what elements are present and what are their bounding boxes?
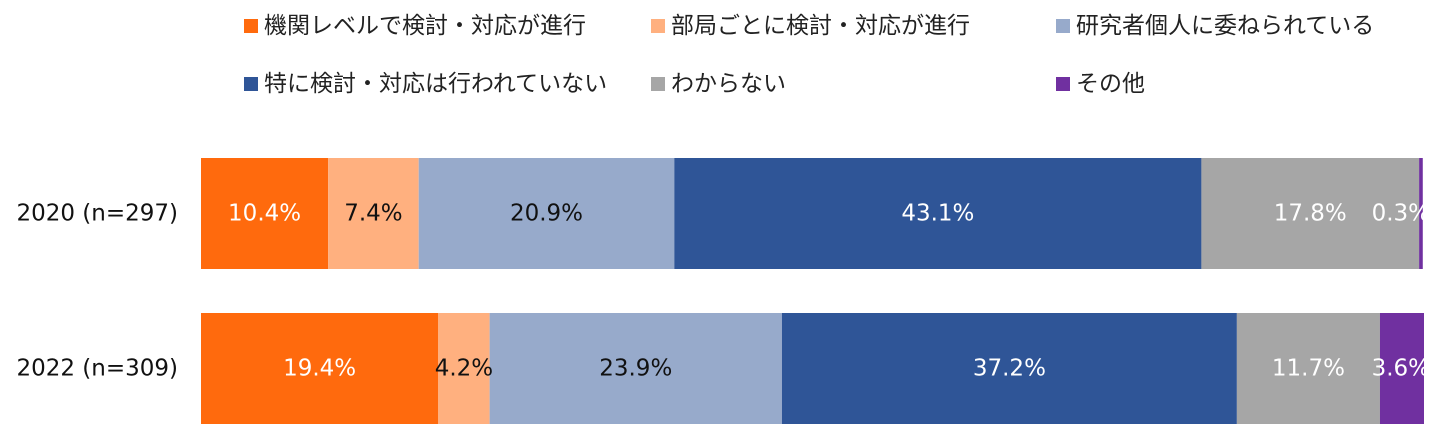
chart-legend: 機関レベルで検討・対応が進行 部局ごとに検討・対応が進行 研究者個人に委ねられている…: [244, 13, 1374, 97]
bar-segment: [328, 158, 419, 269]
legend-item: 部局ごとに検討・対応が進行: [651, 13, 970, 39]
bar-segment: [1379, 313, 1424, 424]
bar-segment: [781, 313, 1237, 424]
data-label: 10.4%: [228, 201, 301, 227]
data-label: 43.1%: [901, 201, 974, 227]
bar-segment: [489, 313, 782, 424]
bar-segment: [1419, 158, 1423, 269]
legend-item: 特に検討・対応は行われていない: [244, 71, 607, 97]
data-label: 19.4%: [283, 356, 356, 382]
legend-label: その他: [1076, 71, 1145, 97]
bar-segment: [418, 158, 675, 269]
category-label: 2020 (n=297): [16, 201, 178, 227]
data-label: 37.2%: [973, 356, 1046, 382]
legend-label: 部局ごとに検討・対応が進行: [671, 13, 970, 39]
bar-segment: [674, 158, 1202, 269]
data-label: 4.2%: [435, 356, 493, 382]
data-label: 23.9%: [599, 356, 672, 382]
legend-item: その他: [1056, 71, 1145, 97]
data-labels: 10.4% 7.4% 20.9% 43.1% 17.8% 0.3% 19.4% 4.2% 23.…: [228, 201, 1430, 382]
bars: [201, 158, 1424, 424]
legend-label: 研究者個人に委ねられている: [1076, 13, 1374, 39]
data-label: 7.4%: [344, 201, 402, 227]
legend-label: わからない: [671, 71, 786, 97]
legend-label: 機関レベルで検討・対応が進行: [264, 13, 586, 39]
legend-swatch: [651, 19, 665, 33]
bar-segment: [201, 158, 329, 269]
bar-segment: [1201, 158, 1420, 269]
category-label: 2022 (n=309): [16, 356, 178, 382]
legend-swatch: [244, 77, 258, 91]
legend-swatch: [651, 77, 665, 91]
data-label: 20.9%: [510, 201, 583, 227]
legend-swatch: [1056, 77, 1070, 91]
data-label: 17.8%: [1274, 201, 1347, 227]
data-label: 11.7%: [1272, 356, 1345, 382]
category-labels: 2020 (n=297) 2022 (n=309): [16, 201, 178, 382]
data-label: 0.3%: [1372, 201, 1430, 227]
bar-segment: [1236, 313, 1380, 424]
legend-swatch: [1056, 19, 1070, 33]
bar-segment: [438, 313, 490, 424]
legend-swatch: [244, 19, 258, 33]
data-label: 3.6%: [1372, 356, 1430, 382]
legend-item: 機関レベルで検討・対応が進行: [244, 13, 586, 39]
bar-segment: [201, 313, 439, 424]
legend-item: わからない: [651, 71, 786, 97]
legend-label: 特に検討・対応は行われていない: [264, 71, 607, 97]
legend-item: 研究者個人に委ねられている: [1056, 13, 1374, 39]
